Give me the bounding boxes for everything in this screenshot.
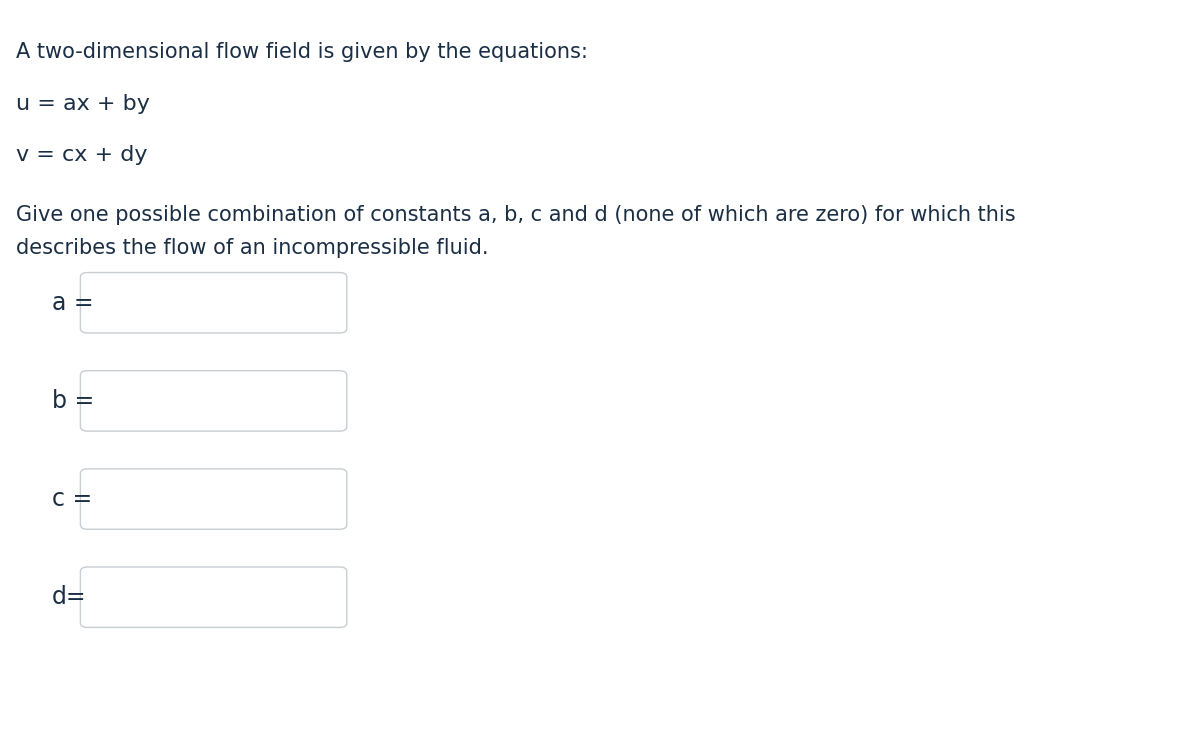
FancyBboxPatch shape <box>80 469 347 529</box>
FancyBboxPatch shape <box>80 371 347 431</box>
Text: v = cx + dy: v = cx + dy <box>16 145 148 165</box>
FancyBboxPatch shape <box>80 273 347 333</box>
Text: A two-dimensional flow field is given by the equations:: A two-dimensional flow field is given by… <box>16 42 588 61</box>
FancyBboxPatch shape <box>80 567 347 627</box>
Text: describes the flow of an incompressible fluid.: describes the flow of an incompressible … <box>16 238 488 257</box>
Text: b =: b = <box>52 389 94 413</box>
Text: u = ax + by: u = ax + by <box>16 94 150 114</box>
Text: a =: a = <box>52 291 94 315</box>
Text: Give one possible combination of constants a, b, c and d (none of which are zero: Give one possible combination of constan… <box>16 205 1015 225</box>
Text: d=: d= <box>52 585 86 609</box>
Text: c =: c = <box>52 487 92 511</box>
